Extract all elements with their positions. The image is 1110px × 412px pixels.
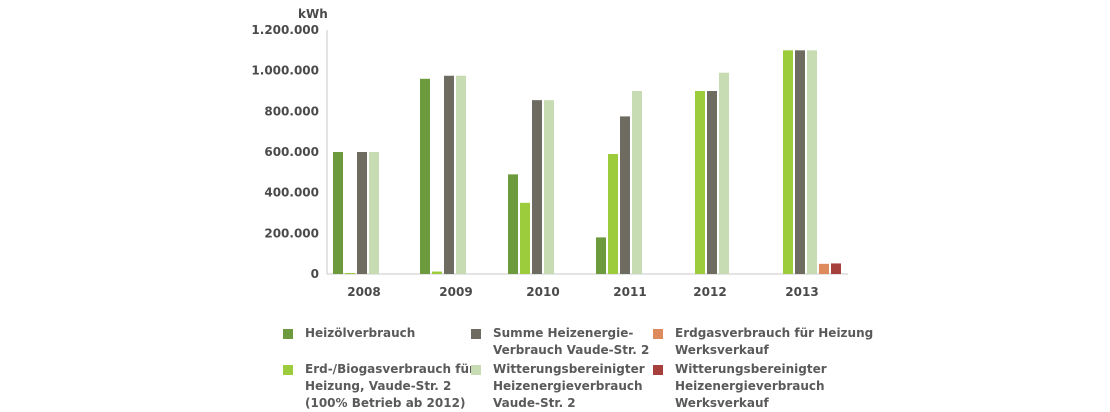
x-tick-label: 2009 [439, 285, 472, 299]
legend-label-witterung-werksverkauf: Witterungsbereinigter Heizenergieverbrau… [675, 362, 827, 410]
x-tick-label: 2013 [785, 285, 818, 299]
bar [620, 116, 630, 275]
bar [783, 50, 793, 275]
bar [357, 152, 367, 274]
y-axis-unit: kWh [298, 7, 328, 21]
legend-item-witterung-vaude: Witterungsbereinigter Heizenergieverbrau… [471, 361, 645, 412]
x-tick-label: 2012 [693, 285, 726, 299]
legend-item-erdgas-werksverkauf: Erdgasverbrauch für Heizung Werksverkauf [653, 325, 873, 359]
legend-swatch-witterung-vaude [471, 365, 481, 375]
x-axis-ticks: 2008 2009 2010 2011 2012 2013 [347, 285, 818, 299]
legend-swatch-witterung-werksverkauf [653, 365, 663, 375]
bar [632, 91, 642, 274]
bar [596, 237, 606, 274]
x-tick-label: 2011 [613, 285, 646, 299]
legend-label-witterung-vaude: Witterungsbereinigter Heizenergieverbrau… [493, 362, 645, 410]
legend-item-witterung-werksverkauf: Witterungsbereinigter Heizenergieverbrau… [653, 361, 827, 412]
legend-swatch-erd-biogas [283, 365, 293, 375]
bar [444, 75, 454, 274]
y-tick-label: 600.000 [264, 145, 319, 159]
bar [695, 91, 705, 274]
legend-swatch-erdgas-werksverkauf [653, 329, 663, 339]
bar [719, 72, 729, 274]
y-tick-label: 200.000 [264, 226, 319, 240]
bar [456, 75, 466, 274]
legend-label-summe: Summe Heizenergie- Verbrauch Vaude-Str. … [493, 326, 650, 357]
bar [520, 202, 530, 274]
legend-swatch-heizoel [283, 329, 293, 339]
legend-label-erd-biogas: Erd-/Biogasverbrauch für Heizung, Vaude-… [305, 362, 475, 410]
bar [532, 100, 542, 275]
bar [819, 263, 829, 274]
bar [369, 152, 379, 274]
y-tick-label: 1.000.000 [251, 64, 319, 78]
bar-series-group [333, 50, 841, 275]
y-tick-label: 800.000 [264, 104, 319, 118]
legend-item-heizoel: Heizölverbrauch [283, 325, 415, 342]
bar [544, 100, 554, 275]
bar [707, 91, 717, 274]
bar [508, 174, 518, 274]
bar [432, 271, 442, 274]
bar [807, 50, 817, 275]
bar [345, 272, 355, 274]
legend-swatch-summe [471, 329, 481, 339]
y-axis-ticks: 0 200.000 400.000 600.000 800.000 1.000.000 1.… [251, 23, 319, 281]
y-tick-label: 0 [311, 267, 319, 281]
bar [333, 152, 343, 274]
legend-item-erd-biogas: Erd-/Biogasverbrauch für Heizung, Vaude-… [283, 361, 475, 412]
y-tick-label: 400.000 [264, 186, 319, 200]
x-tick-label: 2010 [526, 285, 559, 299]
y-tick-label: 1.200.000 [251, 23, 319, 37]
bar [831, 263, 841, 274]
bar [420, 78, 430, 274]
legend-label-heizoel: Heizölverbrauch [305, 326, 416, 340]
bar [608, 154, 618, 274]
legend-item-summe: Summe Heizenergie- Verbrauch Vaude-Str. … [471, 325, 649, 359]
bar [795, 50, 805, 275]
legend-label-erdgas-werksverkauf: Erdgasverbrauch für Heizung Werksverkauf [675, 326, 874, 357]
x-tick-label: 2008 [347, 285, 380, 299]
